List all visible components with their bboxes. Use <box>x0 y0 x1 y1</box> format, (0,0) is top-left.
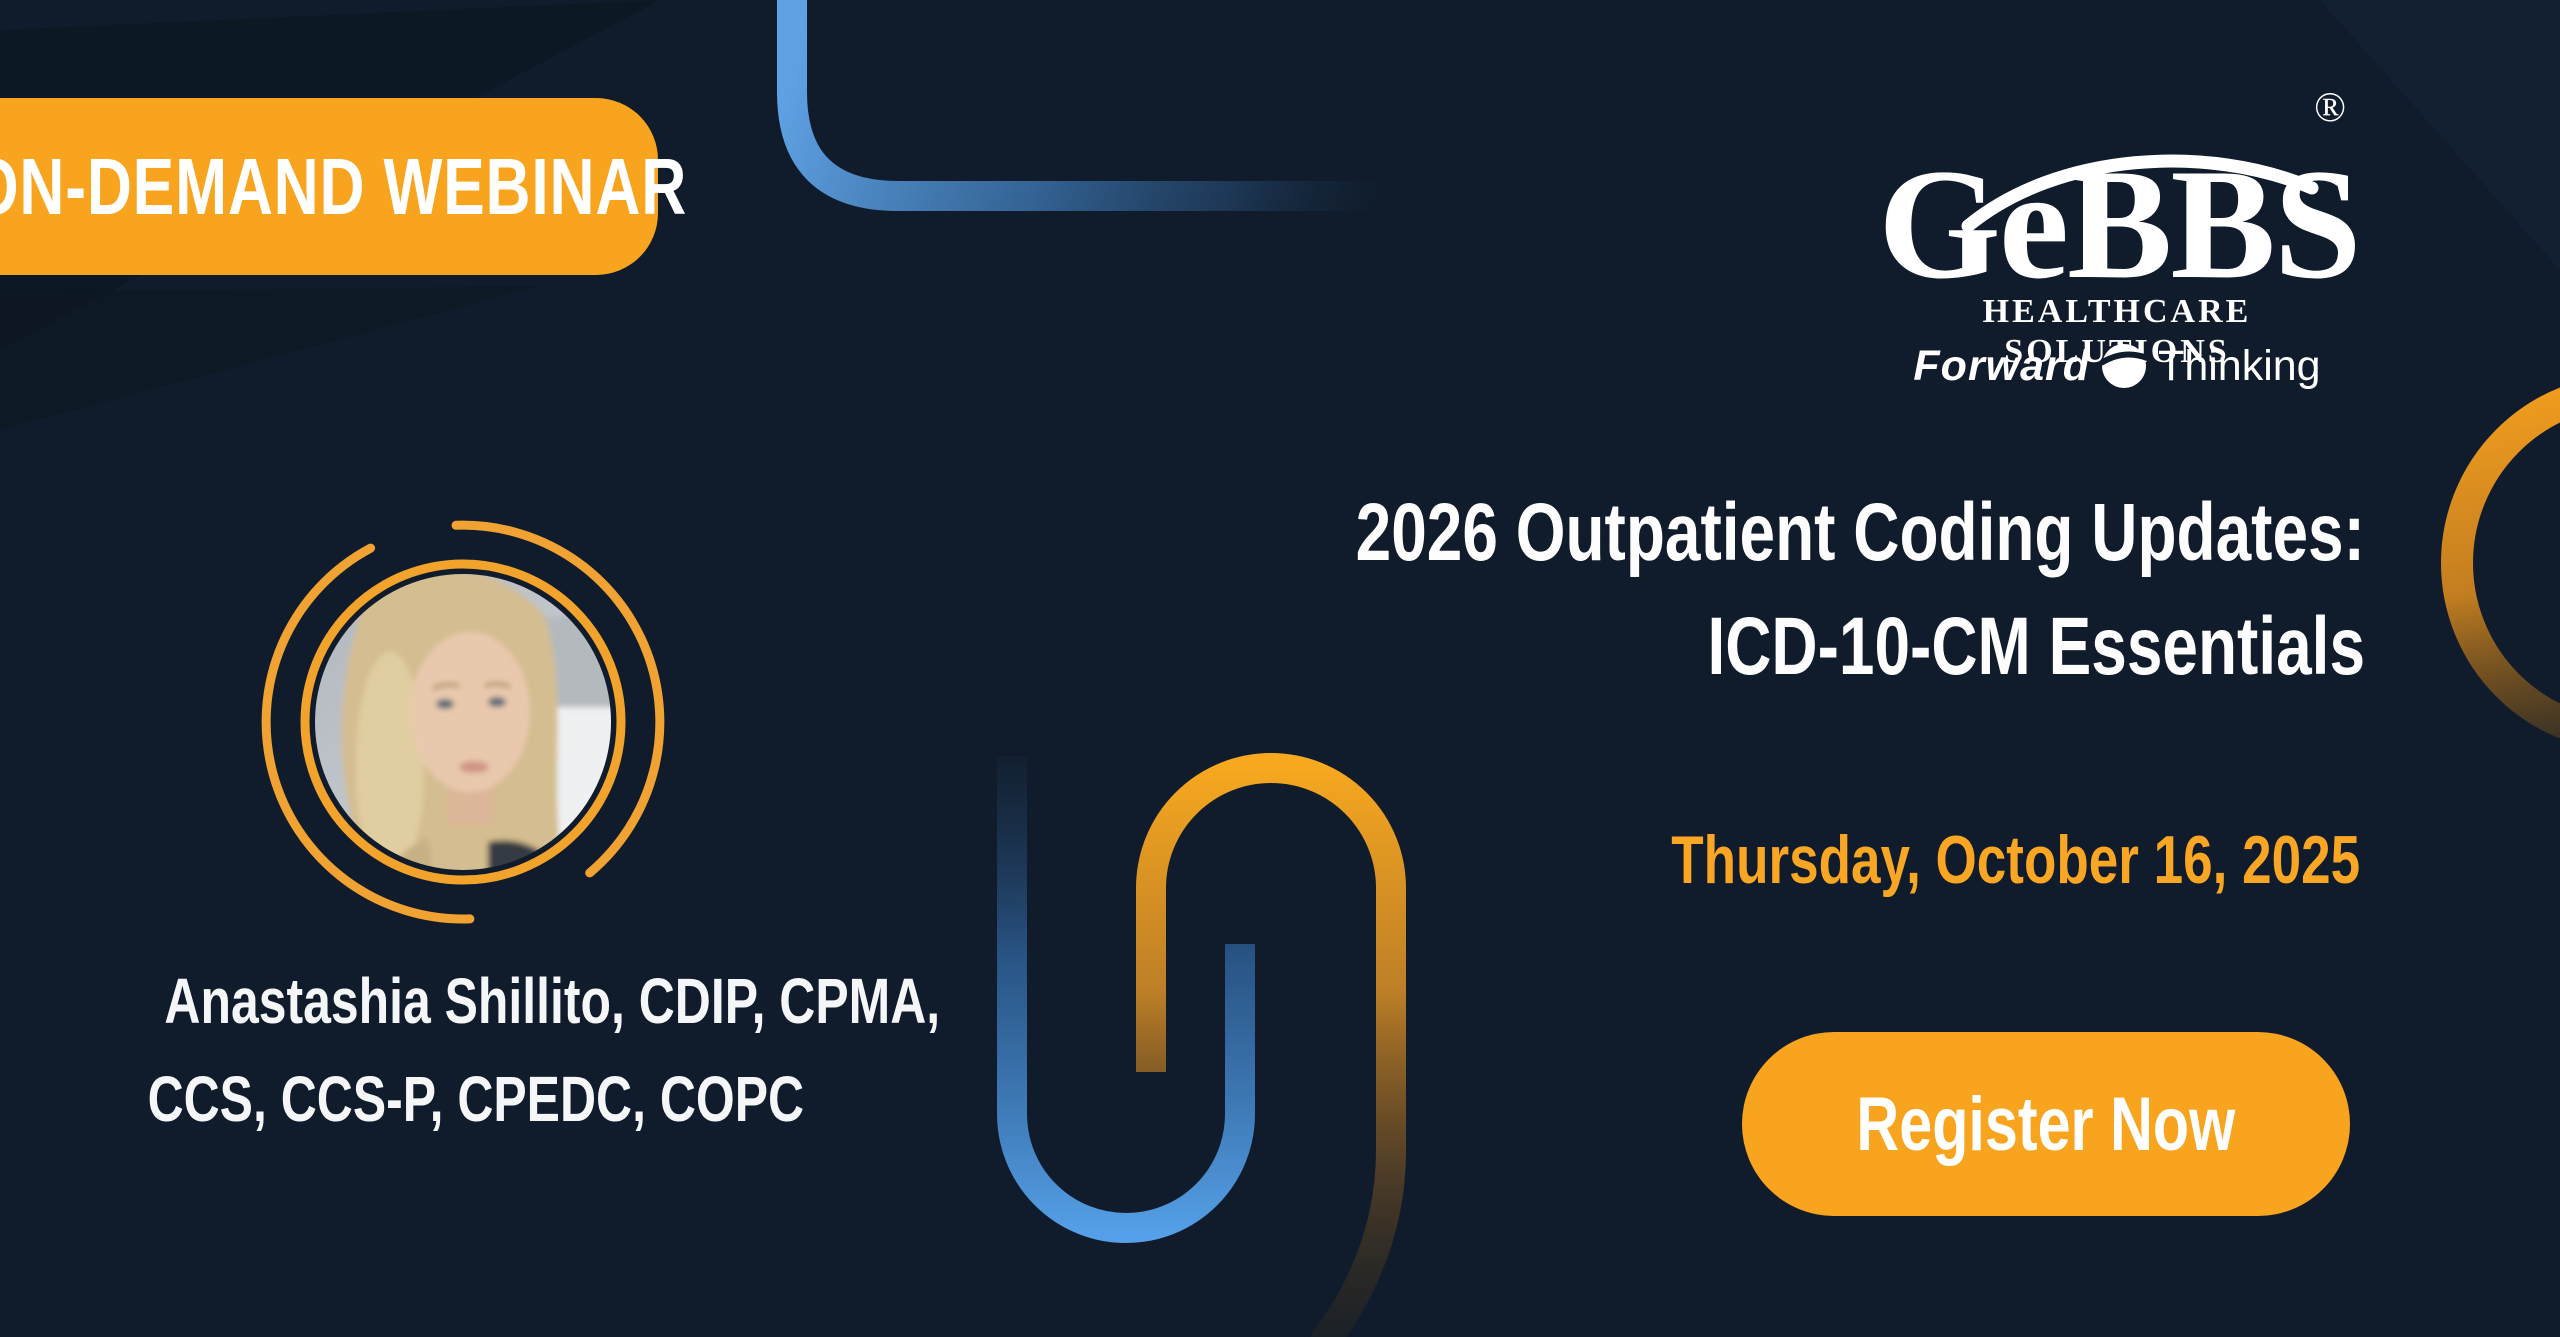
globe-icon <box>2101 344 2148 388</box>
shade-below-badge <box>0 286 540 430</box>
photo-outer-arc-right <box>451 520 665 878</box>
photo-outer-arc-left <box>261 543 475 924</box>
on-demand-badge-label: ON-DEMAND WEBINAR <box>0 141 688 231</box>
register-now-label: Register Now <box>1856 1081 2236 1167</box>
event-date: Thursday, October 16, 2025 <box>1477 820 2360 900</box>
blue-hook-curve <box>777 0 1400 211</box>
speaker-name-line2: CCS, CCS-P, CPEDC, COPC <box>147 1063 805 1135</box>
event-title-line2: ICD-10-CM Essentials <box>1707 601 2365 692</box>
right-edge-orange-arc <box>2441 387 2560 739</box>
gebbs-logo: ® GeBBS HEALTHCARE SOLUTIONS Forward Thi… <box>1878 85 2362 418</box>
event-title: 2026 Outpatient Coding Updates: ICD-10-C… <box>1071 476 2365 704</box>
logo-tagline: Forward Thinking <box>1878 342 2356 390</box>
event-date-text: Thursday, October 16, 2025 <box>1671 822 2360 898</box>
speaker-name-line1: Anastashia Shillito, CDIP, CPMA, <box>164 965 941 1037</box>
tagline-thinking: Thinking <box>2158 342 2321 390</box>
logo-wordmark: GeBBS <box>1878 137 2362 312</box>
speaker-name: Anastashia Shillito, CDIP, CPMA, CCS, CC… <box>55 952 941 1148</box>
on-demand-badge: ON-DEMAND WEBINAR <box>0 98 687 275</box>
register-now-button[interactable]: Register Now <box>1742 1032 2350 1216</box>
event-title-line1: 2026 Outpatient Coding Updates: <box>1355 487 2365 578</box>
logo-swoosh-icon <box>1961 154 2319 233</box>
registered-trademark-icon: ® <box>2314 85 2346 131</box>
photo-inner-ring <box>300 559 626 885</box>
orange-arch-curve <box>1136 753 1406 1337</box>
tagline-forward: Forward <box>1913 342 2091 390</box>
blue-u-curve <box>997 756 1255 1243</box>
speaker-photo <box>261 520 665 924</box>
